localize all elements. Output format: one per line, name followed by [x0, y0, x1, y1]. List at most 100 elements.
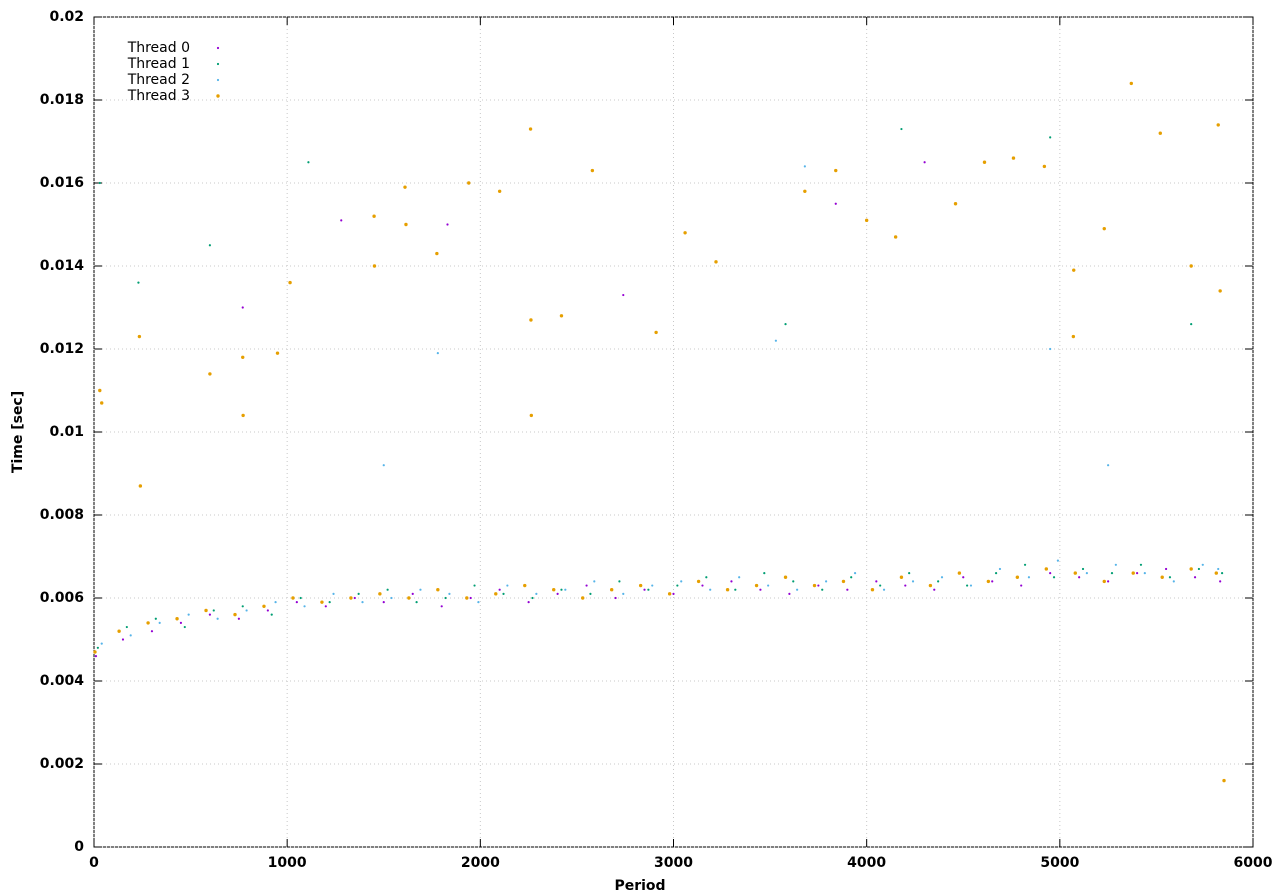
y-tick-label: 0 — [74, 839, 84, 855]
x-tick-label: 5000 — [1040, 855, 1079, 871]
data-point — [1011, 156, 1016, 160]
data-point — [1218, 289, 1222, 293]
data-point — [622, 592, 625, 595]
data-point — [803, 189, 807, 193]
data-point — [864, 218, 869, 223]
data-point — [1201, 563, 1204, 566]
data-point — [928, 583, 933, 588]
data-point — [444, 596, 447, 600]
data-point — [1073, 571, 1077, 575]
data-point — [796, 588, 799, 591]
data-point — [788, 592, 791, 595]
data-point — [275, 351, 280, 355]
data-point — [559, 314, 564, 318]
data-point — [332, 592, 335, 595]
data-point — [904, 584, 907, 587]
data-point — [523, 583, 527, 588]
data-point — [266, 609, 269, 612]
data-point — [940, 576, 944, 579]
data-point — [1052, 576, 1056, 579]
data-point — [609, 588, 614, 592]
data-point — [129, 634, 132, 637]
data-point — [638, 583, 643, 588]
data-point — [204, 608, 208, 613]
data-point — [1056, 559, 1060, 562]
y-tick-label: 0.012 — [40, 341, 84, 357]
legend-marker — [216, 46, 220, 50]
y-tick-label: 0.016 — [40, 175, 84, 191]
data-point — [923, 161, 926, 164]
data-point — [158, 621, 161, 625]
data-point — [725, 588, 730, 592]
data-point — [307, 161, 310, 164]
data-point — [469, 596, 472, 600]
data-point — [150, 630, 154, 633]
data-point — [680, 580, 683, 583]
data-point — [1214, 571, 1218, 575]
data-point — [1168, 576, 1172, 579]
data-point — [998, 567, 1002, 571]
data-point — [448, 592, 451, 595]
data-point — [590, 168, 595, 173]
data-point — [705, 576, 708, 579]
data-point — [1129, 81, 1134, 86]
data-point — [1107, 464, 1110, 467]
data-point — [146, 621, 150, 625]
data-point — [137, 281, 140, 284]
y-tick-label: 0.002 — [40, 756, 84, 772]
data-point — [241, 355, 245, 359]
data-point — [419, 588, 422, 591]
data-point — [870, 588, 875, 592]
data-point — [216, 617, 219, 620]
data-point — [121, 638, 125, 641]
data-point — [683, 231, 687, 235]
x-tick-label: 0 — [89, 855, 99, 871]
data-point — [98, 181, 101, 185]
data-point — [651, 584, 654, 587]
data-point — [982, 160, 987, 164]
data-point — [1160, 575, 1164, 579]
data-point — [94, 655, 98, 658]
data-point — [879, 584, 882, 587]
data-point — [817, 584, 820, 587]
data-point — [647, 588, 650, 591]
data-point — [841, 579, 846, 584]
data-point — [1102, 579, 1106, 584]
data-point — [436, 352, 439, 355]
data-point — [969, 584, 973, 587]
data-point — [1049, 347, 1052, 351]
data-point — [709, 588, 712, 591]
data-point — [759, 588, 762, 591]
legend-label: Thread 2 — [127, 72, 190, 88]
data-point — [473, 584, 476, 587]
y-tick-label: 0.018 — [40, 92, 84, 108]
data-point — [382, 601, 385, 604]
data-point — [372, 214, 376, 218]
data-point — [1114, 563, 1117, 566]
data-point — [1078, 576, 1081, 579]
data-point — [208, 244, 211, 247]
data-point — [1172, 580, 1175, 583]
data-point — [953, 202, 958, 206]
y-tick-label: 0.02 — [49, 9, 84, 25]
x-axis-label: Period — [614, 878, 665, 894]
data-point — [262, 604, 266, 608]
data-point — [899, 575, 904, 579]
data-point — [382, 464, 385, 467]
data-point — [506, 584, 509, 587]
data-point — [585, 584, 588, 587]
x-tick-label: 4000 — [847, 855, 886, 871]
data-point — [477, 601, 480, 604]
data-point — [1220, 572, 1224, 575]
data-point — [667, 592, 672, 596]
x-tick-label: 3000 — [654, 855, 693, 871]
data-point — [411, 592, 414, 595]
data-point — [390, 596, 393, 600]
data-point — [303, 605, 306, 608]
data-point — [175, 617, 179, 621]
data-point — [245, 609, 248, 612]
data-point — [529, 318, 533, 322]
data-point — [1222, 778, 1226, 783]
data-point — [529, 413, 534, 418]
data-point — [328, 601, 331, 604]
